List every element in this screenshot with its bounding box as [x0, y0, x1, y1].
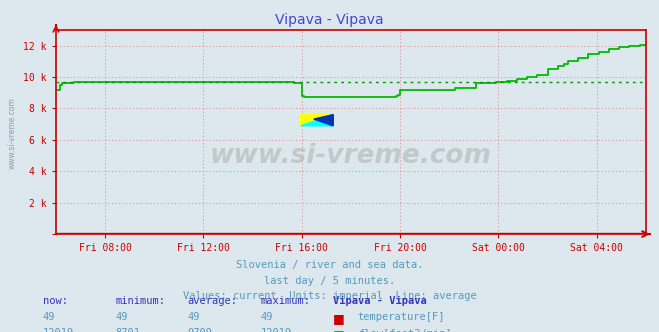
Text: maximum:: maximum: [260, 296, 310, 306]
Text: minimum:: minimum: [115, 296, 165, 306]
Text: Slovenia / river and sea data.: Slovenia / river and sea data. [236, 260, 423, 270]
Text: 9709: 9709 [188, 328, 213, 332]
Text: now:: now: [43, 296, 68, 306]
Text: temperature[F]: temperature[F] [358, 312, 445, 322]
Text: 8701: 8701 [115, 328, 140, 332]
Text: Vipava - Vipava: Vipava - Vipava [275, 13, 384, 27]
Text: 49: 49 [260, 312, 273, 322]
Text: ■: ■ [333, 328, 345, 332]
Polygon shape [301, 115, 333, 126]
Polygon shape [314, 115, 333, 126]
Text: www.si-vreme.com: www.si-vreme.com [7, 97, 16, 169]
Polygon shape [301, 115, 333, 126]
Text: last day / 5 minutes.: last day / 5 minutes. [264, 276, 395, 286]
Text: average:: average: [188, 296, 238, 306]
Text: Values: current  Units: imperial  Line: average: Values: current Units: imperial Line: av… [183, 291, 476, 301]
Text: 12019: 12019 [260, 328, 291, 332]
Text: 49: 49 [43, 312, 55, 322]
Text: 12019: 12019 [43, 328, 74, 332]
Text: flow[foot3/min]: flow[foot3/min] [358, 328, 451, 332]
Text: ■: ■ [333, 312, 345, 325]
Text: www.si-vreme.com: www.si-vreme.com [210, 143, 492, 169]
Text: 49: 49 [188, 312, 200, 322]
Text: Vipava - Vipava: Vipava - Vipava [333, 296, 426, 306]
Text: 49: 49 [115, 312, 128, 322]
